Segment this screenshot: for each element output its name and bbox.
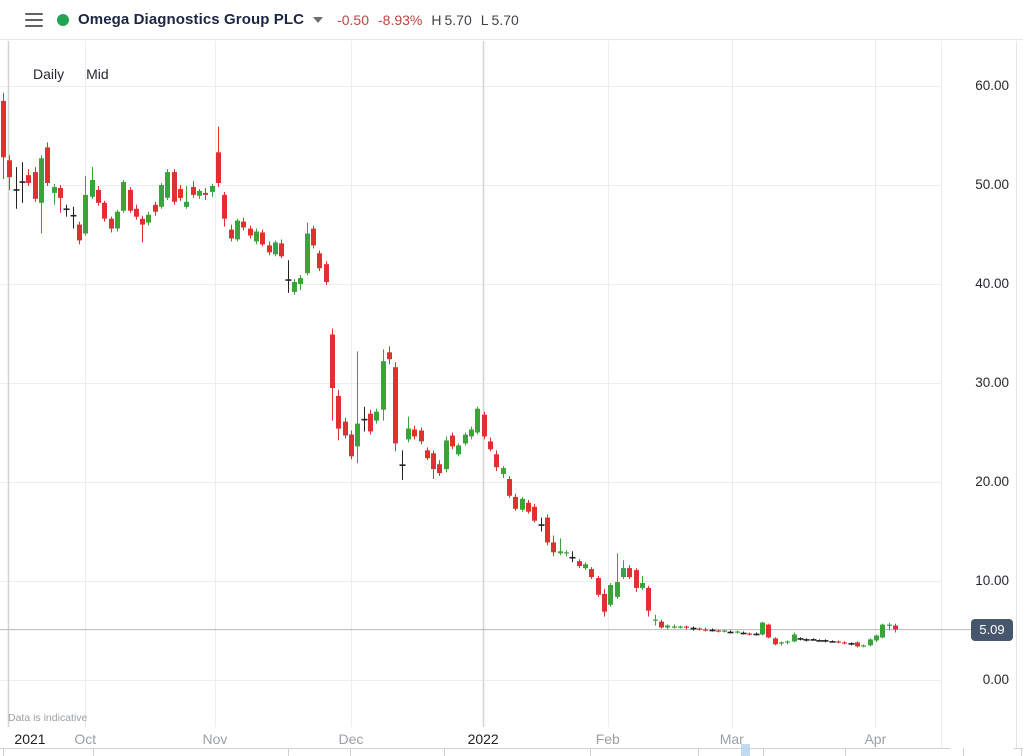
menu-button[interactable]: [25, 12, 43, 27]
hamburger-icon: [25, 12, 43, 15]
y-axis-label: 30.00: [975, 375, 1009, 390]
interval-selector[interactable]: Daily: [33, 66, 65, 82]
day-low: L 5.70: [480, 11, 519, 28]
day-high: H 5.70: [431, 11, 472, 28]
price-change: -0.50: [337, 11, 369, 28]
candles: [1, 92, 898, 648]
instrument-title: Omega Diagnostics Group PLC: [78, 11, 305, 28]
x-axis-month-label: Oct: [74, 731, 97, 747]
price-mode-selector[interactable]: Mid: [86, 66, 109, 82]
x-axis-month-label: Nov: [202, 731, 228, 747]
header: Omega Diagnostics Group PLC -0.50 -8.93%…: [0, 0, 1023, 40]
gridlines: [0, 41, 941, 727]
x-axis-month-label: Apr: [864, 731, 887, 747]
instrument-selector[interactable]: Omega Diagnostics Group PLC: [69, 11, 324, 28]
y-axis-label: 0.00: [982, 672, 1009, 687]
y-axis-label: 20.00: [975, 474, 1009, 489]
x-axis-year-label: 2022: [467, 731, 499, 747]
x-axis-month-label: Dec: [338, 731, 364, 747]
x-axis-month-label: Feb: [595, 731, 620, 747]
y-axis-label: 10.00: [975, 573, 1009, 588]
y-axis-label: 40.00: [975, 276, 1009, 291]
x-axis-month-label: Mar: [719, 731, 744, 747]
market-open-dot-icon: [57, 13, 69, 26]
price-change-percent: -8.93%: [378, 11, 423, 28]
data-indicative-note: Data is indicative: [8, 712, 88, 724]
x-axis-year-label: 2021: [14, 731, 46, 747]
time-axis[interactable]: 2021 Oct Nov Dec 2022 Feb Mar Apr: [0, 731, 941, 751]
chart-toolbar: Daily Mid: [33, 66, 109, 82]
y-axis-label: 50.00: [975, 177, 1009, 192]
y-axis-label: 60.00: [975, 78, 1009, 93]
current-price-tag: 5.09: [971, 618, 1013, 641]
bottom-panel-edge: [0, 744, 1023, 756]
price-axis[interactable]: 60.00 50.00 40.00 30.00 20.00 10.00 0.00: [941, 40, 1023, 748]
chevron-down-icon: [313, 16, 324, 23]
